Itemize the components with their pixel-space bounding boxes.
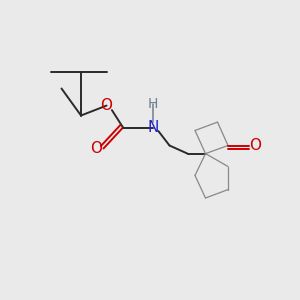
Text: O: O [250,138,262,153]
Text: N: N [147,120,159,135]
Text: O: O [90,141,102,156]
Text: O: O [100,98,112,113]
Text: H: H [148,97,158,110]
